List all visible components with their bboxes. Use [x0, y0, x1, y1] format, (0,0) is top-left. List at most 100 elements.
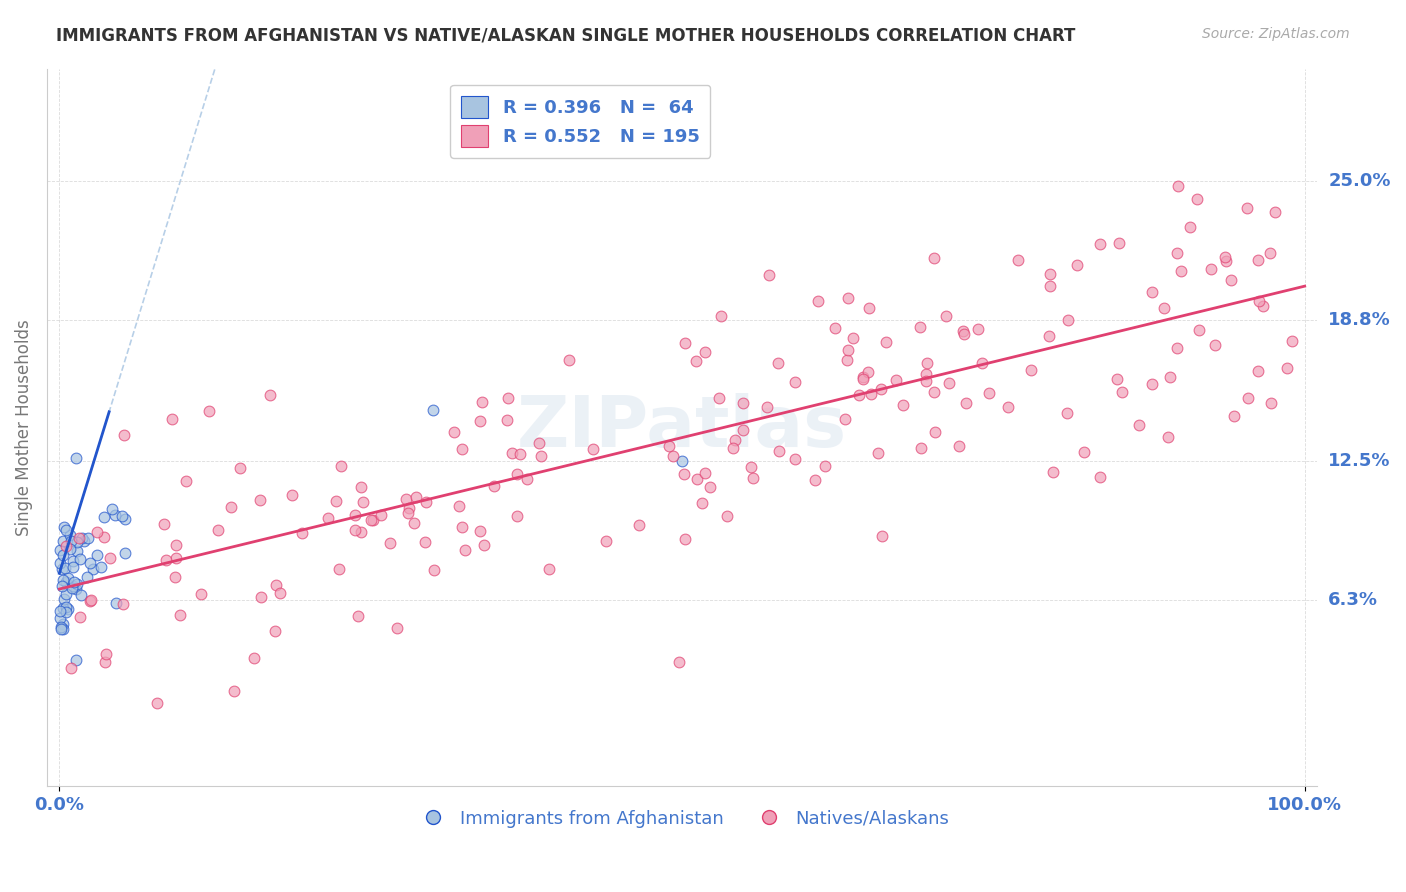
- Point: [51, 616, 73, 631]
- Point: [501, 446, 523, 460]
- Point: [100, 501, 122, 516]
- Point: [673, 336, 696, 351]
- Point: [721, 441, 744, 455]
- Point: [581, 442, 603, 456]
- Point: [1105, 372, 1128, 386]
- Point: [450, 442, 472, 456]
- Point: [673, 532, 696, 546]
- Point: [758, 268, 780, 283]
- Point: [249, 590, 271, 604]
- Point: [1222, 409, 1244, 424]
- Point: [396, 507, 419, 521]
- Point: [1258, 246, 1281, 260]
- Point: [94, 647, 117, 661]
- Point: [835, 353, 858, 368]
- Point: [316, 511, 339, 525]
- Point: [325, 494, 347, 508]
- Point: [496, 391, 519, 405]
- Point: [55, 605, 77, 619]
- Point: [153, 517, 176, 532]
- Point: [948, 439, 970, 453]
- Point: [1275, 360, 1298, 375]
- Point: [472, 538, 495, 552]
- Point: [1199, 262, 1222, 277]
- Point: [56, 602, 79, 616]
- Point: [997, 401, 1019, 415]
- Point: [1111, 385, 1133, 400]
- Point: [1066, 258, 1088, 272]
- Point: [557, 353, 579, 368]
- Point: [443, 425, 465, 439]
- Point: [658, 439, 681, 453]
- Point: [361, 513, 384, 527]
- Point: [402, 516, 425, 530]
- Point: [1167, 179, 1189, 194]
- Point: [70, 588, 93, 602]
- Point: [707, 391, 730, 405]
- Point: [104, 596, 127, 610]
- Point: [69, 610, 91, 624]
- Point: [710, 309, 733, 323]
- Point: [422, 402, 444, 417]
- Point: [1073, 445, 1095, 459]
- Point: [343, 523, 366, 537]
- Point: [169, 608, 191, 623]
- Point: [1128, 417, 1150, 432]
- Point: [52, 591, 75, 606]
- Point: [73, 533, 96, 548]
- Point: [59, 542, 82, 557]
- Point: [935, 309, 957, 323]
- Point: [1153, 301, 1175, 316]
- Y-axis label: Single Mother Households: Single Mother Households: [15, 319, 32, 536]
- Point: [165, 569, 187, 583]
- Point: [49, 610, 72, 624]
- Point: [453, 542, 475, 557]
- Point: [66, 577, 89, 591]
- Text: IMMIGRANTS FROM AFGHANISTAN VS NATIVE/ALASKAN SINGLE MOTHER HOUSEHOLDS CORRELATI: IMMIGRANTS FROM AFGHANISTAN VS NATIVE/AL…: [56, 27, 1076, 45]
- Point: [1140, 377, 1163, 392]
- Text: 6.3%: 6.3%: [1329, 591, 1378, 609]
- Point: [360, 513, 382, 527]
- Point: [207, 523, 229, 537]
- Point: [870, 382, 893, 396]
- Point: [51, 561, 73, 575]
- Point: [716, 509, 738, 524]
- Point: [48, 542, 70, 557]
- Point: [59, 527, 82, 541]
- Point: [1247, 364, 1270, 378]
- Point: [886, 373, 908, 387]
- Point: [165, 538, 187, 552]
- Point: [470, 395, 492, 409]
- Point: [55, 587, 77, 601]
- Point: [55, 599, 77, 614]
- Point: [530, 449, 553, 463]
- Point: [349, 525, 371, 540]
- Point: [219, 500, 242, 514]
- Point: [56, 571, 79, 585]
- Point: [1236, 201, 1258, 215]
- Point: [1247, 252, 1270, 267]
- Point: [814, 459, 837, 474]
- Point: [405, 491, 427, 505]
- Point: [112, 597, 135, 611]
- Text: Source: ZipAtlas.com: Source: ZipAtlas.com: [1202, 27, 1350, 41]
- Point: [1090, 237, 1112, 252]
- Point: [692, 496, 714, 510]
- Point: [858, 301, 880, 316]
- Point: [785, 375, 807, 389]
- Point: [65, 544, 87, 558]
- Point: [423, 563, 446, 577]
- Point: [1042, 465, 1064, 479]
- Point: [330, 458, 353, 473]
- Point: [496, 413, 519, 427]
- Point: [803, 473, 825, 487]
- Point: [59, 661, 82, 675]
- Point: [51, 579, 73, 593]
- Point: [111, 508, 134, 523]
- Point: [370, 508, 392, 523]
- Point: [1215, 254, 1237, 268]
- Point: [53, 561, 76, 575]
- Point: [870, 528, 893, 542]
- Point: [249, 492, 271, 507]
- Point: [280, 488, 302, 502]
